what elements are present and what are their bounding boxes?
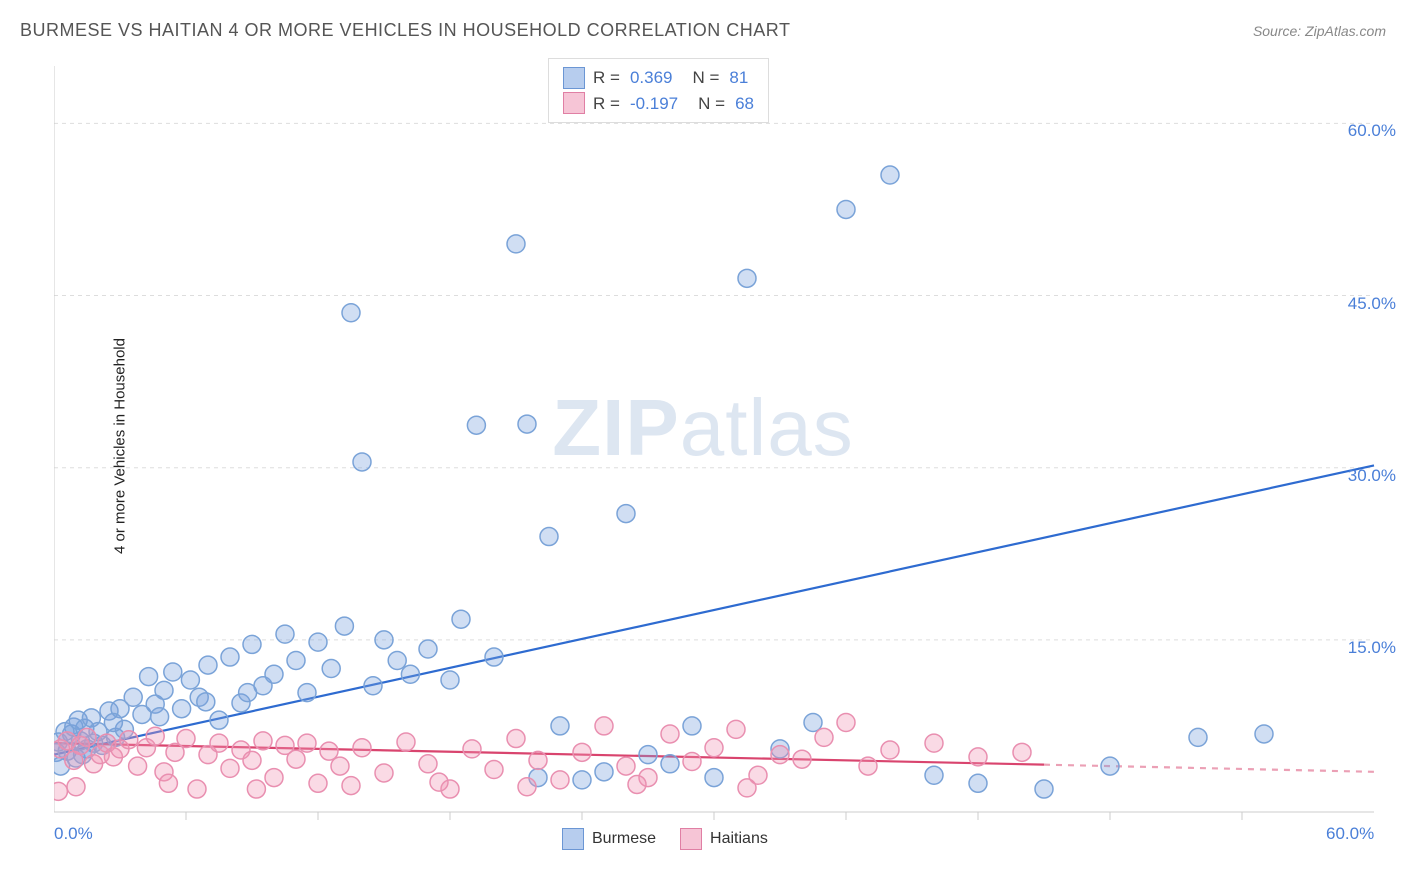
legend-label: Haitians xyxy=(710,830,768,848)
y-tick-label: 45.0% xyxy=(1348,294,1396,314)
stat-r-value: 0.369 xyxy=(630,65,673,91)
legend-swatch xyxy=(563,67,585,89)
legend-label: Burmese xyxy=(592,830,656,848)
scatter-chart xyxy=(54,56,1394,844)
source-label: Source: ZipAtlas.com xyxy=(1253,23,1386,39)
stat-row: R = 0.369 N = 81 xyxy=(563,65,754,91)
legend-swatch xyxy=(680,828,702,850)
stat-r-label: R = xyxy=(593,65,620,91)
stat-n-value: 81 xyxy=(729,65,748,91)
stat-r-value: -0.197 xyxy=(630,91,678,117)
legend-swatch xyxy=(563,92,585,114)
stats-legend-box: R =0.369N =81R =-0.197N =68 xyxy=(548,58,769,123)
series-legend: Burmese Haitians xyxy=(562,828,768,850)
y-tick-label: 15.0% xyxy=(1348,638,1396,658)
legend-item: Burmese xyxy=(562,828,656,850)
stat-r-label: R = xyxy=(593,91,620,117)
stat-row: R = -0.197 N = 68 xyxy=(563,91,754,117)
stat-n-label: N = xyxy=(692,65,719,91)
x-tick-label: 0.0% xyxy=(54,824,93,844)
y-tick-label: 60.0% xyxy=(1348,121,1396,141)
legend-swatch xyxy=(562,828,584,850)
stat-n-value: 68 xyxy=(735,91,754,117)
y-tick-label: 30.0% xyxy=(1348,466,1396,486)
x-tick-label: 60.0% xyxy=(1326,824,1374,844)
chart-title: BURMESE VS HAITIAN 4 OR MORE VEHICLES IN… xyxy=(20,20,790,41)
legend-item: Haitians xyxy=(680,828,768,850)
stat-n-label: N = xyxy=(698,91,725,117)
